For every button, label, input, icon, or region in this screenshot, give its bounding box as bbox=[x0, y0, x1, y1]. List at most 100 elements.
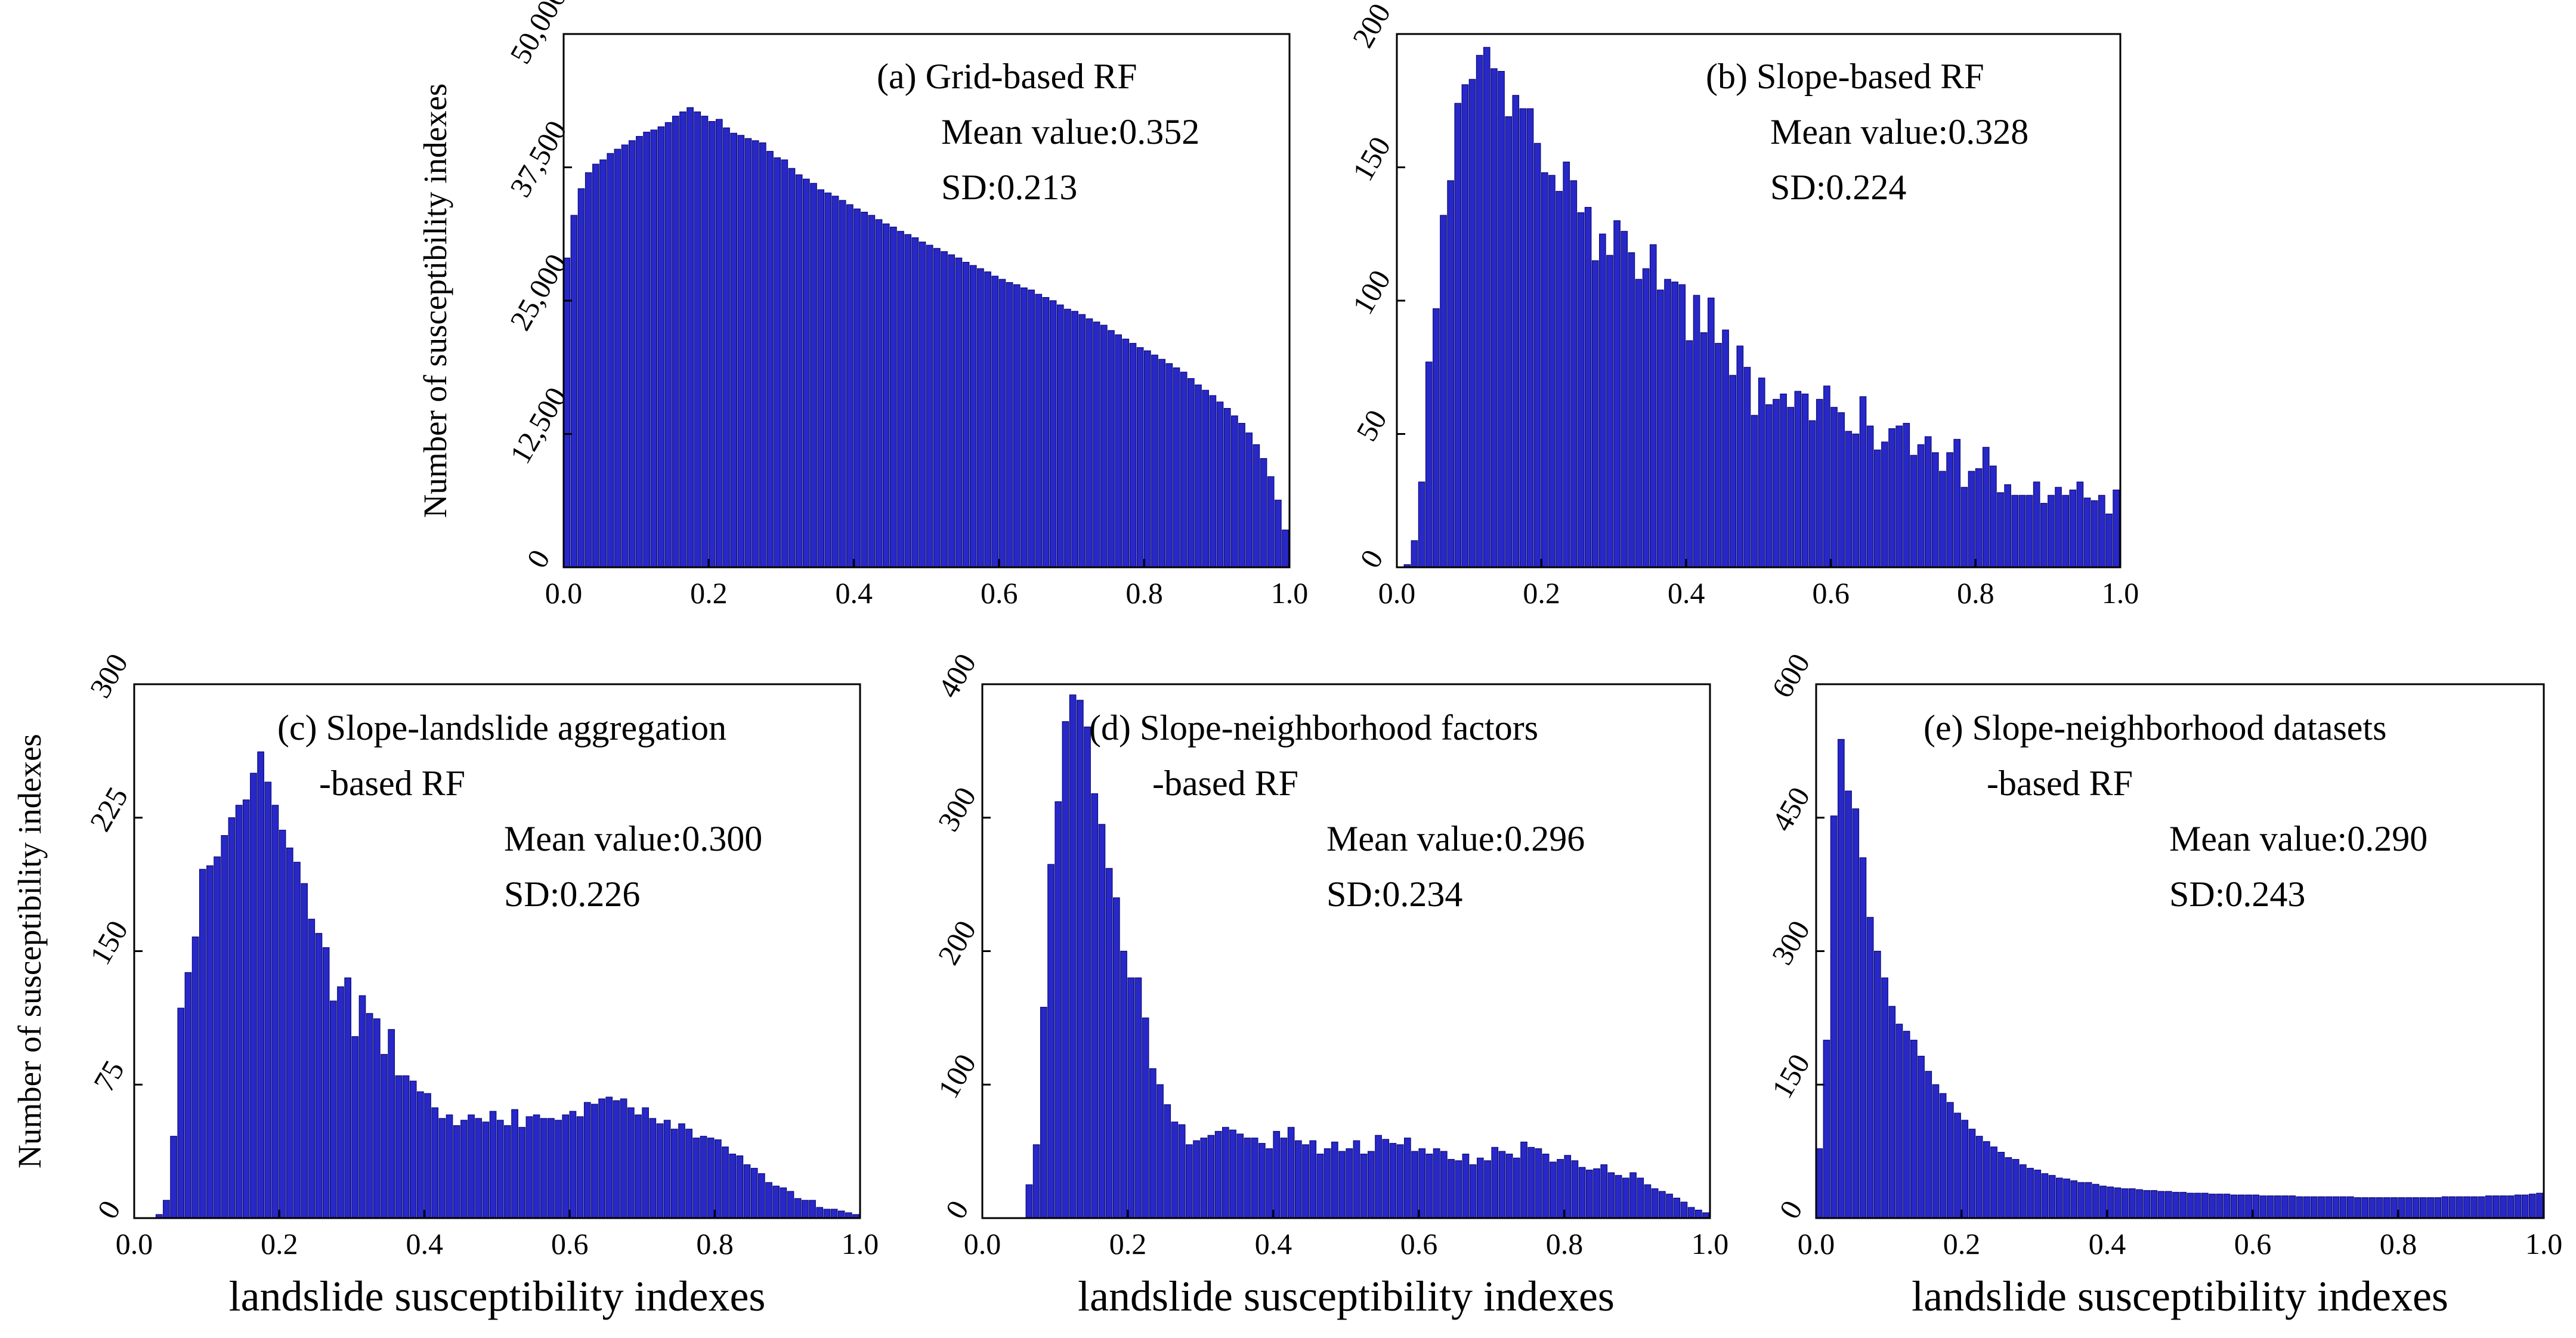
annotation-line: -based RF bbox=[319, 764, 465, 803]
histogram-bar bbox=[1780, 393, 1787, 568]
y-tick-label: 50,000 bbox=[503, 0, 573, 69]
histogram-bar bbox=[496, 1120, 504, 1219]
histogram-bar bbox=[1454, 103, 1462, 568]
histogram-bar bbox=[2027, 1167, 2034, 1219]
y-tick-label: 300 bbox=[1765, 915, 1816, 971]
histogram-bar bbox=[2434, 1197, 2442, 1219]
histogram-bar bbox=[1859, 396, 1867, 568]
histogram-bar bbox=[2303, 1196, 2311, 1219]
histogram-bar bbox=[1997, 1152, 2005, 1219]
histogram-bar bbox=[2070, 1180, 2078, 1219]
histogram-bar bbox=[2354, 1197, 2361, 1219]
histogram-bar bbox=[1888, 1006, 1896, 1219]
annotation-line: Mean value:0.352 bbox=[941, 112, 1199, 152]
histogram-bar bbox=[766, 151, 774, 568]
histogram-bar bbox=[1808, 420, 1816, 568]
histogram-bar bbox=[1056, 304, 1064, 568]
histogram-bar bbox=[1236, 1133, 1244, 1219]
histogram-bar bbox=[1418, 1148, 1426, 1219]
histogram-bar bbox=[824, 192, 832, 568]
histogram-bar bbox=[1622, 1178, 1629, 1219]
histogram-bar bbox=[2252, 1194, 2260, 1219]
histogram-bar bbox=[1542, 1153, 1550, 1219]
histogram-bar bbox=[2041, 1173, 2049, 1219]
annotation-line: (b) Slope-based RF bbox=[1706, 57, 1984, 96]
histogram-bar bbox=[991, 276, 999, 568]
y-tick-label: 0 bbox=[939, 1195, 975, 1225]
histogram-bar bbox=[257, 751, 264, 1219]
histogram-bar bbox=[1476, 55, 1483, 568]
y-tick-label: 0 bbox=[520, 544, 556, 574]
x-tick-label: 0.4 bbox=[836, 576, 873, 610]
histogram-bar bbox=[1028, 289, 1035, 568]
histogram-bar bbox=[329, 1000, 337, 1219]
histogram-bar bbox=[1229, 1129, 1236, 1219]
histogram-bar bbox=[1120, 950, 1127, 1219]
histogram-bar bbox=[2332, 1196, 2340, 1219]
histogram-bar bbox=[1736, 345, 1744, 568]
histogram-bar bbox=[344, 977, 351, 1219]
x-tick-label: 0.4 bbox=[2089, 1227, 2126, 1260]
histogram-bar bbox=[714, 1139, 722, 1219]
histogram-bar bbox=[1448, 1158, 1455, 1219]
histogram-bar bbox=[2033, 481, 2040, 568]
histogram-bar bbox=[555, 1120, 562, 1219]
histogram-bar bbox=[1149, 1068, 1156, 1219]
histogram-bar bbox=[170, 1136, 177, 1219]
annotation-line: SD:0.226 bbox=[504, 875, 640, 914]
histogram-bar bbox=[2062, 495, 2069, 568]
histogram-bar bbox=[1185, 1144, 1193, 1219]
histogram-bar bbox=[576, 1116, 584, 1219]
bars bbox=[1403, 47, 2120, 568]
histogram-bar bbox=[2085, 1182, 2092, 1219]
histogram-bar bbox=[1925, 1071, 1932, 1219]
histogram-bar bbox=[723, 127, 730, 568]
histogram-bar bbox=[1557, 1158, 1564, 1219]
histogram-bar bbox=[533, 1114, 540, 1219]
x-tick-label: 1.0 bbox=[2525, 1227, 2563, 1260]
histogram-bar bbox=[1599, 233, 1606, 568]
histogram-bar bbox=[177, 1008, 185, 1219]
histogram-bar bbox=[2376, 1197, 2383, 1219]
histogram-bar bbox=[823, 1209, 831, 1219]
histogram-bar bbox=[2223, 1194, 2231, 1219]
histogram-bar bbox=[904, 234, 912, 568]
x-tick-label: 0.8 bbox=[1546, 1227, 1584, 1260]
histogram-bar bbox=[817, 189, 825, 568]
y-tick-label: 0 bbox=[91, 1195, 127, 1225]
histogram-bar bbox=[2238, 1194, 2245, 1219]
x-tick-label: 0.2 bbox=[1943, 1227, 1981, 1260]
histogram-bar bbox=[228, 817, 236, 1219]
histogram-bar bbox=[482, 1121, 490, 1219]
histogram-bar bbox=[1910, 455, 1918, 568]
histogram-bar bbox=[1613, 220, 1621, 568]
histogram-bar bbox=[1425, 1153, 1433, 1219]
histogram-bar bbox=[2105, 513, 2113, 568]
histogram-bar bbox=[2536, 1192, 2543, 1219]
histogram-bar bbox=[1946, 452, 1953, 568]
histogram-bar bbox=[1035, 293, 1043, 568]
histogram-bar bbox=[2113, 489, 2120, 568]
y-tick-label: 450 bbox=[1765, 781, 1816, 837]
histogram-bar bbox=[548, 1118, 555, 1219]
histogram-bar bbox=[1990, 1147, 1997, 1219]
histogram-bar bbox=[1526, 108, 1534, 568]
histogram-bar bbox=[460, 1120, 468, 1219]
histogram-bar bbox=[772, 1185, 780, 1219]
histogram-bar bbox=[722, 1147, 729, 1219]
histogram-bar bbox=[2107, 1186, 2114, 1219]
histogram-bar bbox=[743, 1164, 751, 1219]
histogram-bar bbox=[1156, 1084, 1164, 1219]
x-tick-label: 0.8 bbox=[2380, 1227, 2417, 1260]
histogram-bar bbox=[214, 856, 221, 1219]
histogram-bar bbox=[765, 1182, 772, 1219]
histogram-bar bbox=[2427, 1197, 2434, 1219]
annotation-line: (d) Slope-neighborhood factors bbox=[1089, 708, 1538, 747]
histogram-bar bbox=[1615, 1175, 1622, 1219]
histogram-bar bbox=[1838, 412, 1845, 568]
histogram-bar bbox=[1136, 347, 1144, 568]
histogram-bar bbox=[2020, 1164, 2027, 1219]
histogram-bar bbox=[2048, 495, 2055, 568]
histogram-bar bbox=[1418, 481, 1425, 568]
histogram-bar bbox=[853, 208, 861, 568]
